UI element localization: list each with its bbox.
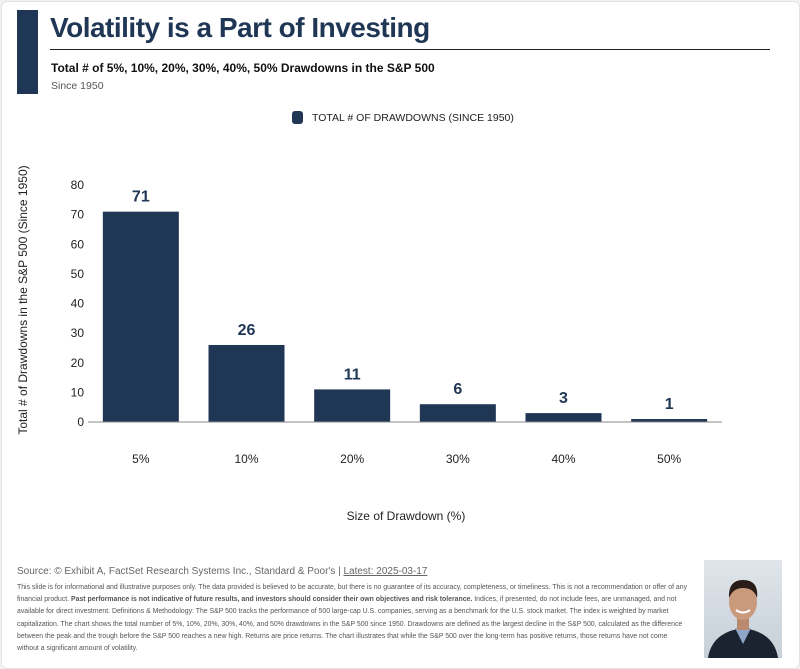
y-tick-label: 70 [71,208,85,222]
x-tick-label: 5% [132,452,150,466]
x-tick-label: 50% [657,452,681,466]
data-label: 26 [238,322,256,339]
bar-10pct [208,344,285,422]
bar-50pct [631,419,708,422]
source-line: Source: © Exhibit A, FactSet Research Sy… [17,566,427,577]
title-divider [50,49,770,50]
y-tick-label: 60 [71,237,85,251]
chart-subtitle: Total # of 5%, 10%, 20%, 30%, 40%, 50% D… [51,61,435,75]
bar-20pct [314,389,391,422]
bar-5pct [102,211,179,422]
data-label: 6 [453,381,462,398]
disclaimer-text-2: Indices, if presented, do not include fe… [17,596,683,653]
title-accent-bar [17,10,38,94]
bar-chart: 0 10 20 30 40 50 60 70 80 71 5% 26 10% 11 20% 6 30% 3 40%… [16,165,722,523]
bar-30pct [419,404,496,422]
data-label: 1 [665,396,674,413]
disclaimer: This slide is for informational and illu… [17,582,687,655]
x-tick-label: 20% [340,452,364,466]
x-tick-label: 10% [234,452,258,466]
y-tick-label: 20 [71,356,85,370]
data-label: 11 [344,366,361,383]
x-tick-label: 40% [551,452,575,466]
chart-since: Since 1950 [51,80,104,92]
legend: TOTAL # OF DRAWDOWNS (SINCE 1950) [292,111,514,124]
x-tick-label: 30% [446,452,470,466]
y-tick-label: 10 [71,385,85,399]
y-axis-title: Total # of Drawdowns in the S&P 500 (Sin… [16,165,30,434]
data-label: 3 [559,390,568,407]
disclaimer-text: This slide is for informational and illu… [17,584,688,604]
y-tick-label: 30 [71,326,85,340]
y-tick-label: 0 [77,415,84,429]
page-title: Volatility is a Part of Investing [50,12,430,43]
y-tick-label: 40 [71,297,85,311]
source-text: Source: © Exhibit A, FactSet Research Sy… [17,566,344,577]
x-axis-title: Size of Drawdown (%) [347,509,466,523]
latest-date-link[interactable]: Latest: 2025-03-17 [343,566,428,577]
legend-label: TOTAL # OF DRAWDOWNS (SINCE 1950) [312,111,514,124]
advisor-photo [704,560,782,658]
disclaimer-bold: Past performance is not indicative of fu… [71,596,473,604]
bar-40pct [525,413,602,422]
y-tick-label: 80 [71,178,85,192]
y-tick-label: 50 [71,267,85,281]
legend-swatch [292,111,303,124]
data-label: 71 [132,189,150,206]
person-icon [708,580,778,658]
